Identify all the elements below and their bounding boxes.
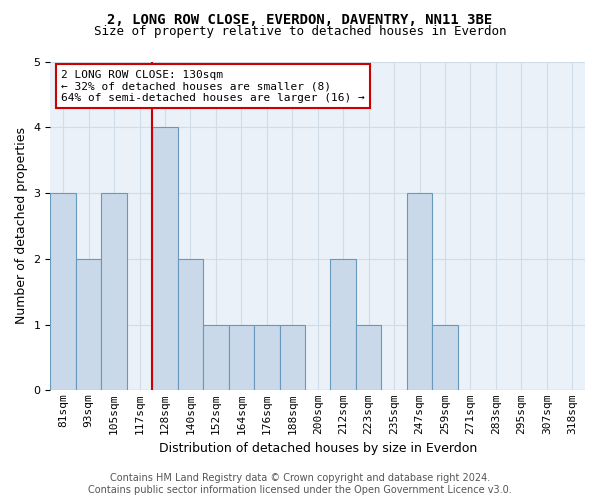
Bar xyxy=(229,324,254,390)
Text: Contains HM Land Registry data © Crown copyright and database right 2024.
Contai: Contains HM Land Registry data © Crown c… xyxy=(88,474,512,495)
Bar xyxy=(254,324,280,390)
Text: 2, LONG ROW CLOSE, EVERDON, DAVENTRY, NN11 3BE: 2, LONG ROW CLOSE, EVERDON, DAVENTRY, NN… xyxy=(107,12,493,26)
Bar xyxy=(76,259,101,390)
Text: 2 LONG ROW CLOSE: 130sqm
← 32% of detached houses are smaller (8)
64% of semi-de: 2 LONG ROW CLOSE: 130sqm ← 32% of detach… xyxy=(61,70,365,103)
Bar xyxy=(432,324,458,390)
Bar xyxy=(178,259,203,390)
X-axis label: Distribution of detached houses by size in Everdon: Distribution of detached houses by size … xyxy=(158,442,477,455)
Bar xyxy=(280,324,305,390)
Bar xyxy=(50,193,76,390)
Bar xyxy=(152,128,178,390)
Bar xyxy=(356,324,382,390)
Bar xyxy=(203,324,229,390)
Bar xyxy=(101,193,127,390)
Y-axis label: Number of detached properties: Number of detached properties xyxy=(15,128,28,324)
Text: Size of property relative to detached houses in Everdon: Size of property relative to detached ho… xyxy=(94,25,506,38)
Bar xyxy=(407,193,432,390)
Bar xyxy=(331,259,356,390)
